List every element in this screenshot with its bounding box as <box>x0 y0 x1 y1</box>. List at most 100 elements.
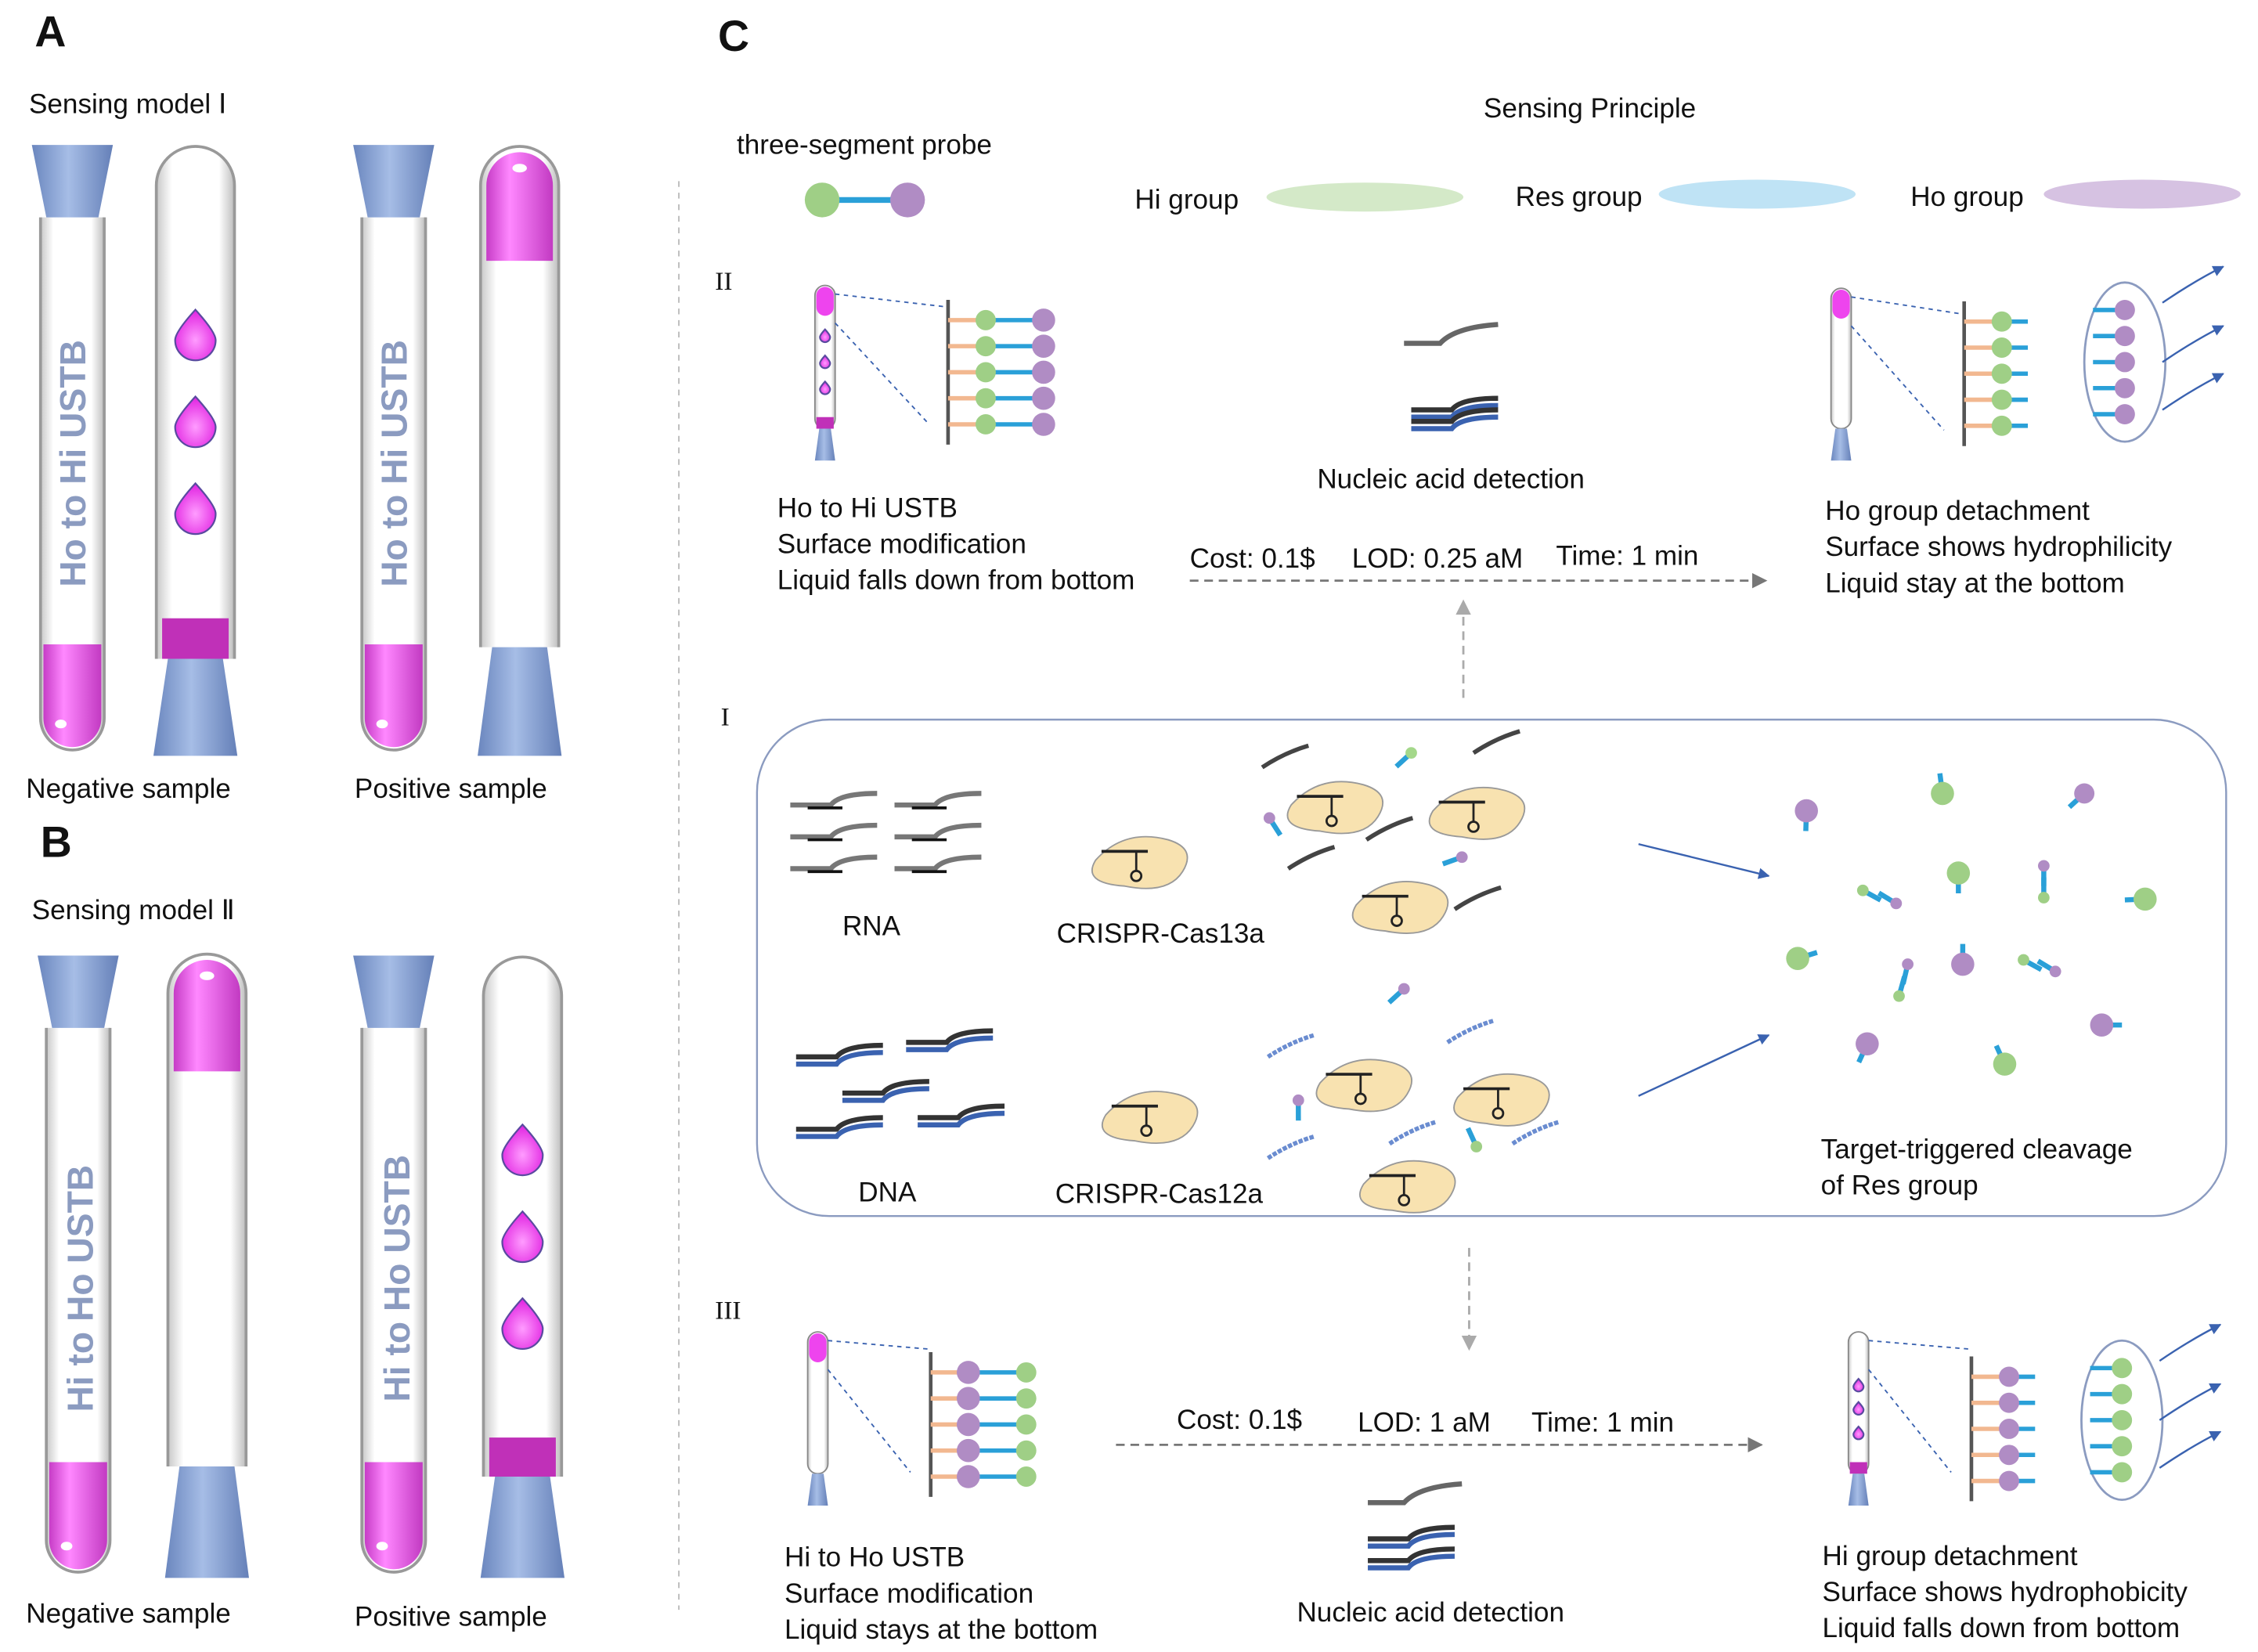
crrna-loop <box>1492 1107 1505 1120</box>
section-i-numeral: I <box>721 703 730 732</box>
cleaved-bead <box>1946 861 1971 885</box>
ho-bead <box>1032 413 1055 436</box>
section-iii-left-line-3: Liquid stays at the bottom <box>785 1614 1098 1645</box>
nucleic-strand <box>1411 414 1499 431</box>
section-iii-lod: LOD: 1 aM <box>1358 1408 1491 1438</box>
nucleic-strand <box>795 1050 883 1067</box>
rna-strand <box>790 822 878 840</box>
released-bead <box>2112 1462 2133 1483</box>
highlight <box>200 971 215 980</box>
cas13a-complex <box>1351 881 1449 934</box>
ho-bead <box>1999 1470 2019 1491</box>
section-ii-time: Time: 1 min <box>1556 540 1698 571</box>
released-bead <box>2112 1409 2133 1430</box>
legend-hi-label: Hi group <box>1134 185 1239 215</box>
ho-bead <box>957 1387 980 1410</box>
hi-bead <box>976 309 996 330</box>
section-ii-numeral: II <box>715 267 732 296</box>
surface-probe <box>1964 337 2029 358</box>
surface-probe <box>930 1387 1037 1410</box>
hi-bead <box>976 336 996 357</box>
section-ii-right-line-3: Liquid stay at the bottom <box>1825 568 2125 598</box>
mini-band <box>1849 1462 1867 1474</box>
sample-tube <box>164 952 249 1578</box>
legend-res-label: Res group <box>1516 182 1643 212</box>
hi-bead <box>976 362 996 383</box>
res-group-swatch <box>1658 179 1856 209</box>
highlight <box>55 720 67 729</box>
nucleic-strand <box>795 1115 883 1132</box>
hi-bead <box>1991 415 2012 436</box>
pipette-tip-bottom <box>480 1476 564 1578</box>
surface-probe <box>1971 1419 2036 1439</box>
section-ii-right-line-2: Surface shows hydrophilicity <box>1825 532 2172 562</box>
cas13a-protein <box>1091 835 1189 889</box>
droplet-icon <box>501 1210 544 1264</box>
cleavage-line-2: of Res group <box>1821 1170 1978 1200</box>
released-bead <box>2112 1358 2133 1379</box>
cas12a-complex <box>1359 1160 1456 1214</box>
zoom-line <box>1850 325 1945 431</box>
release-arrow <box>2159 1383 2222 1421</box>
mini-tip <box>1831 428 1852 461</box>
rna-fragment <box>1365 816 1414 842</box>
surface-probe <box>930 1465 1037 1488</box>
mini-liquid <box>809 1333 827 1362</box>
mini-tip <box>1848 1473 1869 1506</box>
cas12-label: CRISPR-Cas12a <box>1055 1179 1264 1210</box>
pipette-tip-bottom <box>478 647 562 756</box>
crrna-loop <box>1391 914 1403 927</box>
liquid <box>49 1462 107 1570</box>
cas13a-complex <box>1286 781 1383 835</box>
nucleic-strand <box>842 1086 929 1103</box>
surface-probe <box>1964 415 2029 436</box>
crrna-loop <box>1130 869 1143 882</box>
liquid <box>173 960 240 1072</box>
section-iii-time: Time: 1 min <box>1531 1408 1674 1438</box>
section-iii-numeral: III <box>715 1296 741 1325</box>
highlight <box>512 164 527 173</box>
ho-bead <box>957 1465 980 1488</box>
droplet-icon <box>501 1297 544 1351</box>
cleaved-bead <box>2037 892 2050 904</box>
droplet-icon <box>819 354 831 370</box>
hi-bead <box>1015 1466 1037 1487</box>
crrna-loop <box>1354 1092 1367 1106</box>
cleavage-line-1: Target-triggered cleavage <box>1821 1134 2133 1164</box>
rna-strand <box>894 791 982 808</box>
rna-strand <box>790 791 878 808</box>
cleaved-bead <box>1856 884 1869 896</box>
surface-probe <box>930 1438 1037 1463</box>
released-bead <box>2112 1436 2133 1457</box>
cleaved-bead <box>2037 860 2050 872</box>
ho-bead <box>1032 308 1055 332</box>
droplet-icon <box>819 380 831 395</box>
nucleic-strand <box>906 1028 994 1045</box>
released-bead <box>2114 404 2135 424</box>
released-group-ellipse <box>2083 281 2167 443</box>
dna-label: DNA <box>858 1178 917 1208</box>
panel-b-title: Sensing model Ⅱ <box>32 895 235 925</box>
cas13a-complex <box>1428 786 1526 840</box>
hi-bead <box>1015 1388 1037 1409</box>
pipette-tip-bottom <box>164 1466 249 1578</box>
rna-fragment <box>1453 885 1502 911</box>
section-ii-middle: Nucleic acid detection <box>1317 463 1585 494</box>
tube-label-b-neg: Hi to Ho USTB <box>60 1165 100 1412</box>
section-i-graphics <box>790 729 2157 1214</box>
liquid-band <box>489 1437 556 1477</box>
released-bead <box>2112 1383 2133 1405</box>
section-i-box <box>756 718 2227 1217</box>
nucleic-strand <box>1411 402 1499 420</box>
surface-probe <box>1971 1392 2036 1413</box>
cleaved-bead <box>1856 1032 1879 1056</box>
cleaved-bead <box>1292 1094 1304 1106</box>
panel-a-title: Sensing model Ⅰ <box>29 89 226 120</box>
section-iii-graphics <box>806 1323 2222 1571</box>
cleaved-bead <box>2134 887 2157 911</box>
section-ii-lod: LOD: 0.25 aM <box>1352 543 1524 574</box>
section-iii-left-line-2: Surface modification <box>785 1578 1033 1609</box>
crrna-loop <box>1140 1124 1153 1138</box>
released-bead <box>2114 299 2135 320</box>
